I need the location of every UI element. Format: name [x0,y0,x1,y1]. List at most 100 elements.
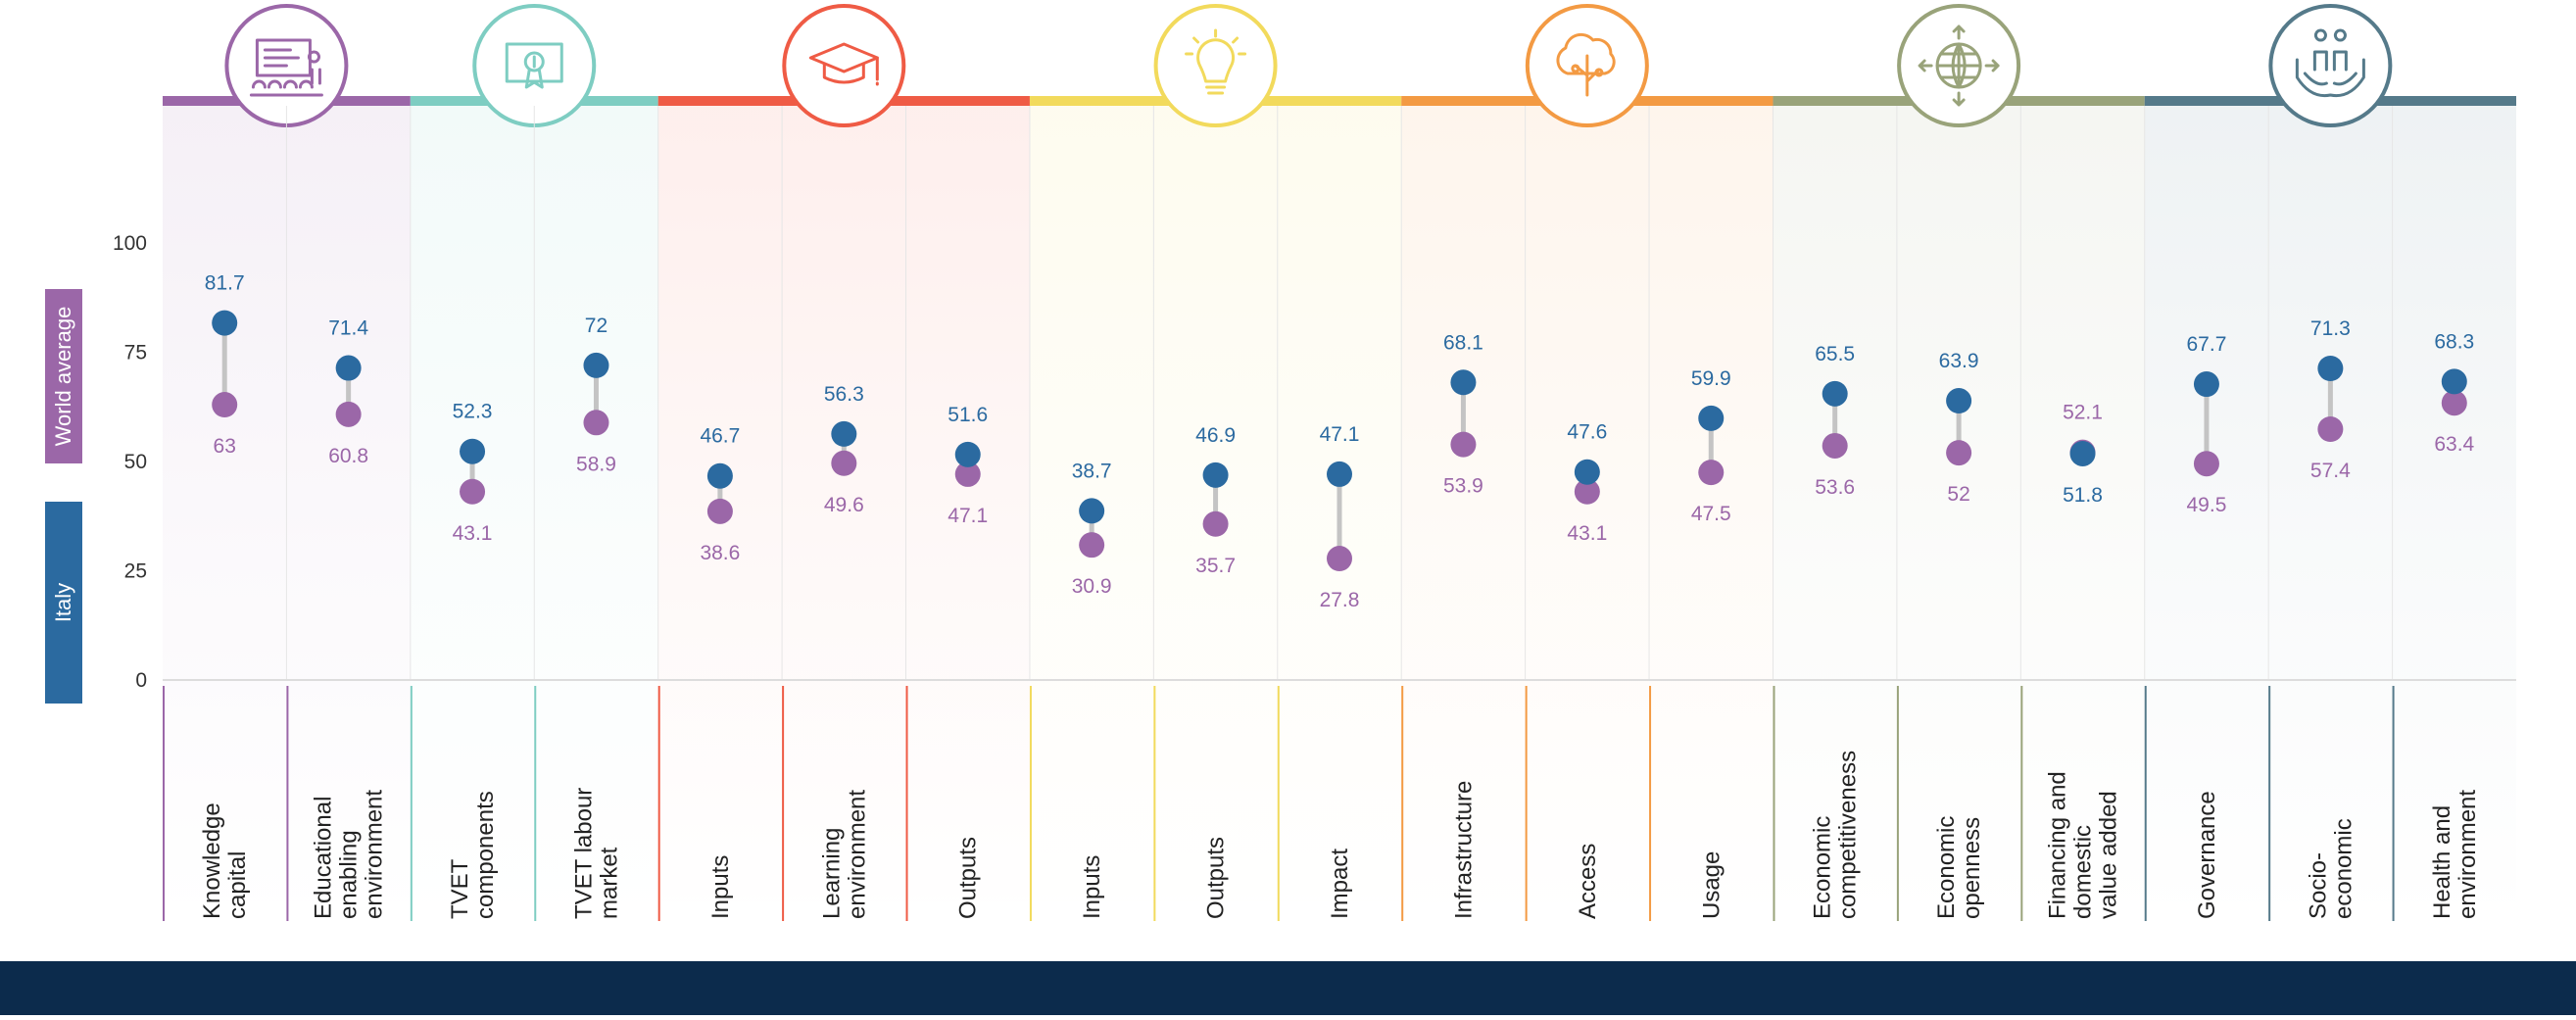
category-label-line: enabling [336,830,363,919]
italy-value-label: 68.3 [2434,330,2474,353]
category-label: TVET labour market [570,788,622,919]
category-label-line: Knowledge [199,802,225,919]
italy-point [2193,371,2219,398]
italy-point [1079,498,1105,524]
world-value-label: 57.4 [2310,460,2351,482]
world-value-label: 43.1 [453,522,493,545]
italy-value-label: 81.7 [205,272,245,295]
category-label-line: Inputs [1079,855,1105,919]
world-average-point [2441,390,2467,416]
group-band [1401,101,1774,921]
category-label: Educational enabling environment [311,790,388,919]
world-value-label: 47.5 [1691,503,1731,525]
category-label-line: components [472,791,499,919]
category-label: Outputs [1203,837,1230,919]
italy-point [1822,380,1848,407]
world-average-point [1327,546,1352,572]
italy-value-label: 65.5 [1815,343,1855,365]
category-label-line: environment [362,790,388,919]
legend-italy-label: Italy [51,582,75,623]
category-label: Socio-economic [2305,818,2357,919]
italy-value-label: 56.3 [824,383,864,406]
category-label-line: economic [2330,818,2357,919]
category-label-line: Usage [1698,851,1725,919]
world-value-label: 35.7 [1195,555,1236,577]
globe-arrows-icon [1897,4,2021,127]
category-label-line: Learning [818,828,845,919]
category-label: Access [1575,844,1601,919]
italy-value-label: 46.7 [700,425,740,448]
y-tick-label: 25 [124,560,147,583]
category-label-line: value added [2096,791,2122,919]
italy-point [831,420,857,447]
category-label-line: Health and [2429,805,2455,919]
category-label-line: Infrastructure [1450,781,1477,919]
category-label-line: Governance [2194,791,2220,919]
world-value-label: 49.6 [824,494,864,516]
world-value-label: 53.6 [1815,476,1855,499]
italy-point [706,462,733,489]
world-value-label: 53.9 [1443,475,1483,498]
category-label-line: TVET labour [570,788,597,919]
italy-point [1946,388,1972,414]
category-label-line: Outputs [1203,837,1230,919]
category-label: Outputs [955,837,982,919]
category-label: Infrastructure [1450,781,1477,919]
category-label: TVET components [447,791,499,919]
category-label-line: TVET [447,858,473,919]
world-average-point [1946,440,1972,466]
world-average-point [2193,451,2219,477]
category-label: Learning environment [818,790,870,919]
world-value-label: 30.9 [1072,575,1112,598]
category-label: Economic competitiveness [1810,751,1862,919]
italy-point [954,441,981,467]
y-tick-label: 100 [113,232,147,255]
category-label-line: Access [1575,844,1601,919]
italy-value-label: 68.1 [1443,331,1483,354]
category-label: Impact [1327,849,1353,919]
italy-point [1450,369,1477,396]
world-value-label: 38.6 [700,542,740,564]
category-label: Financing and domestic value added [2045,771,2122,919]
world-average-point [460,478,486,505]
italy-value-label: 51.8 [2063,484,2103,507]
world-average-point [583,410,609,436]
category-label-line: Educational [311,797,337,919]
italy-point [2317,356,2344,382]
italy-value-label: 71.4 [328,317,368,340]
category-label: Knowledge capital [199,802,251,919]
category-label-line: competitiveness [1835,751,1862,919]
italy-value-label: 47.6 [1567,421,1607,444]
group-band [1773,101,2145,921]
world-average-point [706,498,733,524]
category-label: Governance [2194,791,2220,919]
world-value-label: 63 [214,435,236,458]
italy-value-label: 67.7 [2187,333,2227,356]
y-tick-label: 75 [124,342,147,364]
italy-value-label: 52.3 [453,401,493,423]
italy-value-label: 59.9 [1691,367,1731,390]
category-label-line: environment [844,790,870,919]
world-value-label: 63.4 [2434,433,2474,456]
world-value-label: 52.1 [2063,402,2103,424]
footer-bar [0,961,2576,1015]
category-label-line: Impact [1327,849,1353,919]
world-average-point [1450,431,1477,458]
presentation-board-icon [224,4,349,127]
italy-value-label: 46.9 [1195,424,1236,447]
world-value-label: 60.8 [328,445,368,467]
world-average-point [1822,432,1848,459]
italy-value-label: 72 [585,315,608,337]
world-value-label: 27.8 [1320,589,1360,611]
italy-point [2441,368,2467,395]
tree-circuit-icon [1525,4,1649,127]
category-label-line: Economic [1933,816,1960,919]
y-tick-label: 0 [135,669,147,692]
italy-value-label: 71.3 [2310,317,2351,340]
italy-point [1574,459,1600,485]
category-label-line: domestic [2070,825,2097,919]
category-label-line: environment [2454,790,2481,919]
legend-italy: Italy [45,502,82,704]
category-label-line: capital [224,851,251,919]
